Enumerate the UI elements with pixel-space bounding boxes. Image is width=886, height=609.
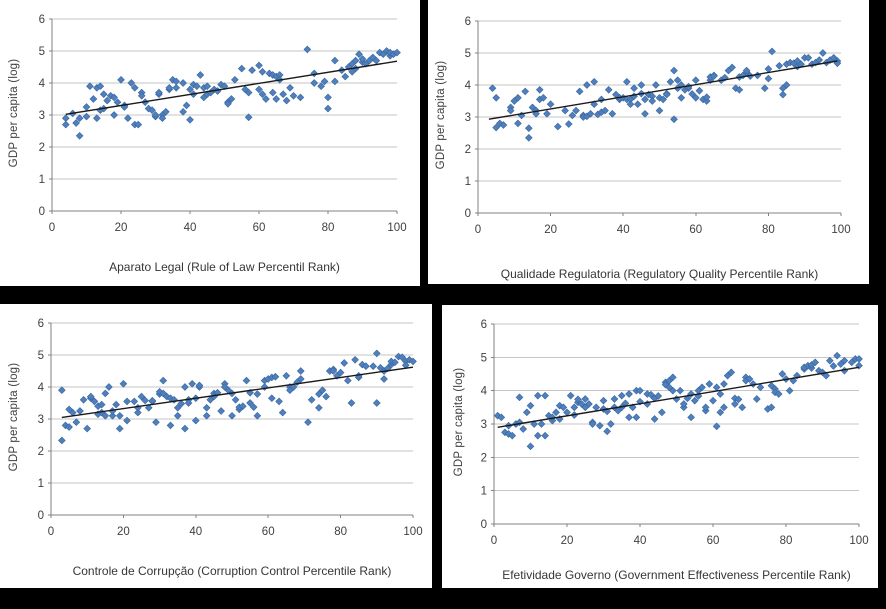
svg-text:0: 0 <box>48 526 54 538</box>
chart-panel-corruption-control: GDP per capita (log) 0 1 2 3 4 5 6 0 20 40 60 80 100… <box>0 304 432 588</box>
chart-panel-regulatory-quality: GDP per capita (log) 0 1 2 3 4 5 6 0 20 40 60 80 100… <box>428 0 869 284</box>
chart-title: Qualidade Regulatoria (Regulatory Qualit… <box>500 267 819 281</box>
svg-text:0: 0 <box>481 519 487 531</box>
svg-text:4: 4 <box>39 78 46 90</box>
svg-text:40: 40 <box>184 222 197 234</box>
svg-text:4: 4 <box>38 382 45 394</box>
svg-text:40: 40 <box>634 535 647 547</box>
svg-text:2: 2 <box>38 446 44 458</box>
svg-text:100: 100 <box>849 535 868 547</box>
svg-text:20: 20 <box>544 224 557 236</box>
svg-text:3: 3 <box>39 110 45 122</box>
svg-text:100: 100 <box>831 224 850 236</box>
svg-text:2: 2 <box>39 142 45 154</box>
svg-text:60: 60 <box>253 222 266 234</box>
svg-text:100: 100 <box>387 222 406 234</box>
svg-text:40: 40 <box>189 526 202 538</box>
svg-text:100: 100 <box>403 526 422 538</box>
svg-text:20: 20 <box>117 526 130 538</box>
svg-text:4: 4 <box>465 80 472 92</box>
svg-text:1: 1 <box>39 174 45 186</box>
chart-panel-government-effectiveness: GDP per capita (log) 0 1 2 3 4 5 6 0 20 40 60 80 100… <box>442 305 878 588</box>
svg-text:0: 0 <box>39 206 45 218</box>
svg-text:60: 60 <box>707 535 720 547</box>
svg-text:4: 4 <box>481 386 488 398</box>
svg-text:5: 5 <box>481 352 487 364</box>
svg-text:1: 1 <box>481 486 487 498</box>
svg-text:0: 0 <box>475 224 481 236</box>
svg-text:2: 2 <box>465 144 471 156</box>
svg-text:5: 5 <box>38 350 44 362</box>
svg-text:6: 6 <box>38 318 44 330</box>
svg-text:60: 60 <box>262 526 275 538</box>
svg-text:1: 1 <box>465 176 471 188</box>
chart-title: Controle de Corrupção (Corruption Contro… <box>72 564 392 578</box>
chart-title: Efetividade Governo (Government Effectiv… <box>502 568 851 582</box>
svg-text:5: 5 <box>465 48 471 60</box>
svg-text:1: 1 <box>38 478 44 490</box>
chart-title: Aparato Legal (Rule of Law Percentil Ran… <box>109 260 340 274</box>
svg-text:2: 2 <box>481 452 487 464</box>
svg-text:0: 0 <box>491 535 497 547</box>
svg-text:3: 3 <box>465 112 471 124</box>
svg-text:60: 60 <box>689 224 702 236</box>
svg-text:0: 0 <box>465 208 471 220</box>
svg-text:6: 6 <box>39 14 45 26</box>
svg-text:40: 40 <box>617 224 630 236</box>
svg-text:20: 20 <box>115 222 128 234</box>
svg-text:0: 0 <box>38 510 44 522</box>
svg-text:80: 80 <box>780 535 793 547</box>
chart-panel-rule-of-law: GDP per capita (log) 0 1 2 3 4 5 6 0 20 40 60 80 100… <box>0 0 420 286</box>
svg-text:6: 6 <box>465 16 471 28</box>
svg-text:6: 6 <box>481 319 487 331</box>
svg-text:80: 80 <box>334 526 347 538</box>
svg-text:80: 80 <box>322 222 335 234</box>
svg-text:3: 3 <box>38 414 44 426</box>
svg-text:3: 3 <box>481 419 487 431</box>
svg-text:80: 80 <box>762 224 775 236</box>
svg-text:5: 5 <box>39 46 45 58</box>
svg-text:0: 0 <box>49 222 55 234</box>
svg-text:20: 20 <box>561 535 574 547</box>
